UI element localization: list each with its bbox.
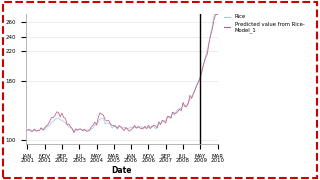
- X-axis label: Date: Date: [111, 166, 132, 175]
- Legend: Rice, Predicted value from Rice-
Model_1: Rice, Predicted value from Rice- Model_1: [224, 14, 304, 33]
